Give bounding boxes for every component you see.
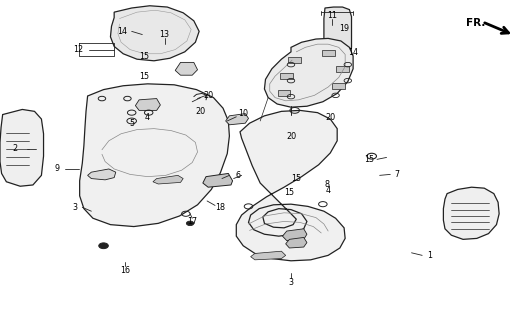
Polygon shape — [110, 6, 199, 61]
Polygon shape — [322, 50, 335, 56]
Text: 9: 9 — [55, 164, 60, 173]
Text: 14: 14 — [117, 27, 127, 36]
Text: 20: 20 — [286, 132, 296, 141]
Polygon shape — [88, 169, 116, 180]
Polygon shape — [324, 7, 352, 56]
Text: 2: 2 — [12, 144, 18, 153]
Text: 7: 7 — [395, 170, 400, 179]
Polygon shape — [336, 66, 349, 72]
Text: 6: 6 — [235, 171, 241, 180]
Text: 3: 3 — [288, 278, 294, 287]
Text: 14: 14 — [348, 48, 358, 57]
Text: 20: 20 — [325, 113, 336, 122]
Polygon shape — [286, 237, 307, 248]
Text: 20: 20 — [195, 107, 206, 116]
Polygon shape — [288, 57, 301, 63]
Text: 13: 13 — [160, 30, 169, 39]
Polygon shape — [153, 175, 183, 184]
Polygon shape — [280, 73, 293, 79]
Text: 15: 15 — [291, 174, 302, 183]
Polygon shape — [251, 251, 286, 260]
Text: 15: 15 — [139, 72, 150, 81]
Polygon shape — [80, 84, 229, 227]
Text: 4: 4 — [326, 186, 331, 195]
Text: 19: 19 — [339, 24, 349, 33]
Text: 18: 18 — [216, 203, 225, 212]
Text: 11: 11 — [327, 11, 337, 20]
Text: 4: 4 — [145, 113, 150, 122]
Polygon shape — [282, 229, 307, 241]
Polygon shape — [332, 83, 345, 89]
Text: 20: 20 — [203, 91, 213, 100]
Polygon shape — [175, 62, 198, 75]
Text: 12: 12 — [73, 45, 84, 54]
Text: FR.: FR. — [467, 18, 486, 28]
Text: 15: 15 — [284, 188, 295, 197]
Text: 10: 10 — [238, 109, 248, 118]
Polygon shape — [135, 99, 160, 110]
Text: 16: 16 — [120, 266, 130, 275]
Polygon shape — [264, 38, 353, 107]
Polygon shape — [443, 187, 499, 239]
Polygon shape — [226, 114, 249, 125]
Text: 15: 15 — [364, 155, 374, 164]
Text: 3: 3 — [73, 203, 78, 212]
Polygon shape — [236, 110, 345, 261]
Circle shape — [99, 243, 108, 249]
Text: 5: 5 — [129, 119, 134, 128]
Polygon shape — [0, 109, 44, 186]
Text: 17: 17 — [187, 217, 198, 226]
Polygon shape — [203, 173, 233, 187]
Text: 8: 8 — [324, 180, 329, 189]
Text: 1: 1 — [427, 251, 433, 260]
Text: 15: 15 — [139, 52, 150, 60]
Polygon shape — [278, 90, 290, 96]
Circle shape — [186, 221, 194, 226]
